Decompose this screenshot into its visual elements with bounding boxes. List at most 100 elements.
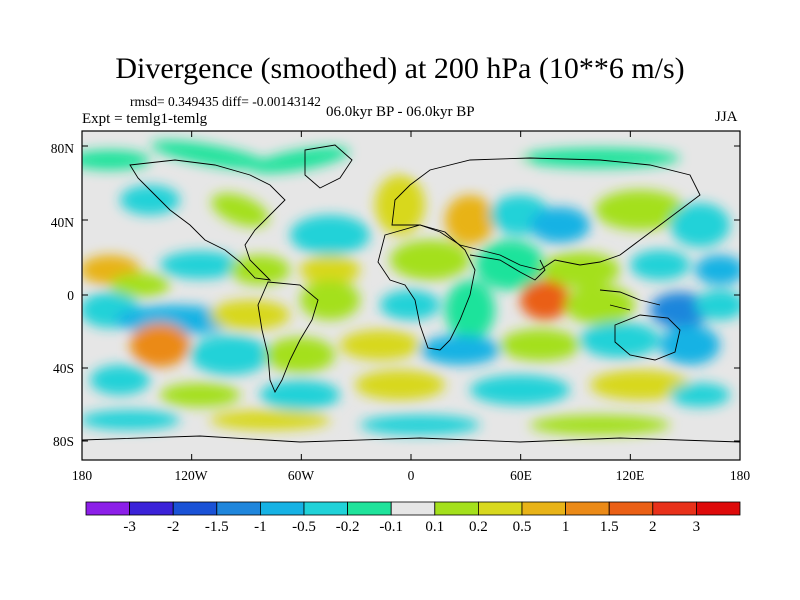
- colorbar-label: 0.1: [425, 519, 445, 535]
- colorbar-swatch: [521, 501, 566, 516]
- colorbar-swatch: [608, 501, 654, 516]
- field-blob: [290, 215, 370, 255]
- field-blob: [380, 290, 440, 320]
- chart-title: Divergence (smoothed) at 200 hPa (10**6 …: [115, 52, 685, 85]
- lat-label-eq: 0: [67, 288, 74, 303]
- colorbar-label: -0.1: [379, 519, 404, 535]
- colorbar-label: -1.5: [204, 519, 229, 535]
- colorbar-swatch: [347, 501, 392, 516]
- coastline: [377, 224, 476, 351]
- field-blob: [82, 410, 180, 430]
- colorbar-label: 0.2: [469, 519, 488, 535]
- field-blob: [210, 410, 330, 430]
- lat-label-40s: 40S: [52, 361, 74, 376]
- coastline: [391, 157, 701, 271]
- colorbar-label: 2: [649, 519, 657, 535]
- field-blob: [670, 383, 730, 407]
- colorbar-label: -2: [166, 519, 180, 535]
- field-blob: [90, 365, 150, 395]
- experiment-label: Expt = temlg1-temlg: [82, 111, 208, 127]
- coastline: [599, 289, 661, 311]
- coastline: [82, 435, 740, 443]
- colorbar-swatch: [477, 501, 523, 516]
- colorbar-swatch: [85, 501, 130, 516]
- coastlines: [82, 144, 740, 443]
- field-blob: [520, 148, 680, 168]
- colorbar-swatch: [652, 501, 697, 516]
- field-blob: [445, 195, 495, 245]
- field-blob: [130, 323, 190, 367]
- colorbar-label: 1.5: [599, 519, 619, 535]
- coastline: [614, 314, 681, 361]
- field-blob: [445, 280, 495, 340]
- field-blob: [580, 322, 660, 358]
- colorbar: [85, 501, 741, 516]
- period-label: 06.0kyr BP - 06.0kyr BP: [326, 104, 475, 120]
- field-blob: [360, 415, 480, 435]
- field-blob: [211, 193, 269, 227]
- lon-label-60w: 60W: [287, 468, 315, 483]
- field-blob: [595, 190, 685, 230]
- field-blob: [160, 251, 240, 279]
- lon-label-120w: 120W: [174, 468, 208, 483]
- colorbar-label: 3: [692, 519, 701, 535]
- lon-label-180e: 180: [729, 468, 751, 483]
- field-blob: [210, 300, 290, 330]
- field-blob: [190, 335, 270, 375]
- field-blob: [420, 335, 500, 365]
- field-blob: [160, 383, 240, 407]
- colorbar-swatch: [216, 501, 261, 516]
- field-blob: [120, 185, 180, 215]
- season-label: JJA: [715, 109, 738, 125]
- coastline: [129, 159, 286, 281]
- colorbar-swatch: [129, 501, 174, 516]
- field-blob: [530, 207, 590, 243]
- field-blob: [530, 415, 670, 435]
- coastline: [304, 144, 353, 189]
- lat-label-40n: 40N: [50, 215, 74, 230]
- field-blob: [265, 337, 335, 373]
- colorbar-label: -1: [254, 519, 267, 535]
- field-blob: [565, 285, 635, 325]
- colorbar-label: -3: [123, 519, 136, 535]
- colorbar-label: -0.5: [292, 519, 316, 535]
- field-blob: [355, 370, 445, 400]
- colorbar-swatch: [696, 501, 741, 516]
- coastline: [257, 281, 319, 394]
- field-blob: [695, 290, 740, 320]
- colorbar-swatch: [172, 501, 218, 516]
- coastline: [469, 254, 546, 281]
- field-blob: [340, 330, 420, 360]
- colorbar-swatch: [303, 501, 348, 516]
- field-blob: [660, 325, 720, 365]
- lat-label-80s: 80S: [52, 434, 74, 449]
- field-blob: [670, 203, 730, 247]
- stats-text: rmsd= 0.349435 diff= -0.00143142: [130, 94, 321, 109]
- colorbar-label: 0.5: [512, 519, 532, 535]
- field-blob: [470, 375, 570, 405]
- field-blob: [520, 280, 570, 320]
- colorbar-swatch: [565, 501, 610, 516]
- colorbar-swatch: [434, 501, 479, 516]
- field-blob: [695, 255, 740, 285]
- field-blob: [110, 273, 170, 297]
- axis-ticks: [81, 131, 741, 460]
- lon-label-180w: 180: [71, 468, 93, 483]
- field-blob: [475, 240, 545, 290]
- field-blob: [250, 146, 350, 174]
- field-blob: [590, 370, 690, 400]
- field-blob: [260, 380, 340, 410]
- lon-label-0: 0: [407, 468, 415, 483]
- field-blob: [300, 280, 360, 320]
- field-blob: [500, 329, 580, 361]
- colorbar-swatch: [259, 501, 305, 516]
- lon-label-120e: 120E: [615, 468, 645, 483]
- field-blob: [390, 240, 470, 280]
- lat-label-80n: 80N: [50, 141, 74, 156]
- field-blob: [300, 255, 360, 285]
- colorbar-swatch: [390, 501, 436, 516]
- field-blob: [650, 292, 710, 328]
- field-blob: [375, 175, 425, 235]
- lon-label-60e: 60E: [510, 468, 532, 483]
